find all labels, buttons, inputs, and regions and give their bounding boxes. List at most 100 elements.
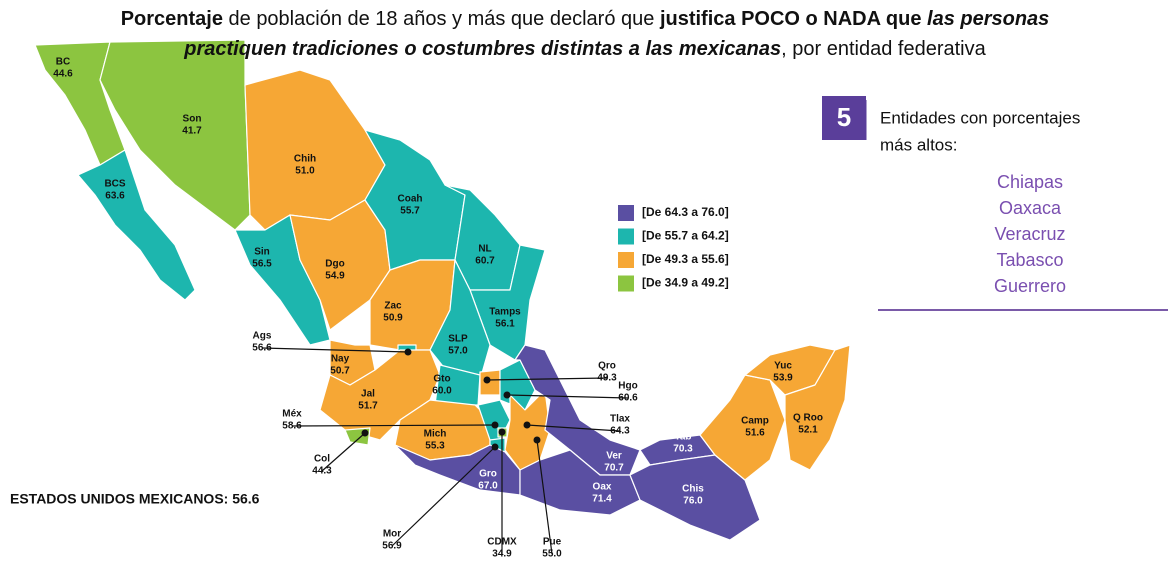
top5-item: Veracruz: [994, 224, 1065, 244]
state-name: Coah: [398, 194, 423, 205]
leader-dot: [491, 443, 499, 451]
state-name: Nay: [331, 354, 350, 365]
legend-swatch: [618, 252, 634, 268]
state-name: Yuc: [774, 361, 792, 372]
leader-line: [391, 446, 496, 547]
top5-number: 5: [837, 102, 851, 132]
state-name: Gto: [433, 374, 450, 385]
state-region: [319, 349, 441, 441]
state-name: Mor: [383, 529, 401, 540]
leader-dot: [523, 421, 531, 429]
leader-line: [321, 432, 366, 472]
top5-item: Chiapas: [997, 172, 1063, 192]
map: [34, 39, 851, 541]
state-value: 56.9: [382, 541, 402, 552]
title-part: justifica POCO o NADA que: [659, 8, 922, 30]
leader-dot: [491, 421, 499, 429]
state-value: 55.7: [400, 206, 420, 217]
state-region: [784, 344, 851, 471]
state-value: 76.0: [683, 496, 703, 507]
state-value: 60.6: [618, 393, 638, 404]
legend-swatch: [618, 205, 634, 221]
state-name: Méx: [282, 409, 302, 420]
top5-heading: más altos:: [880, 135, 957, 154]
state-name: Ags: [253, 331, 272, 342]
state-name: CDMX: [487, 537, 517, 548]
state-name: Qro: [598, 361, 616, 372]
state-name: SLP: [448, 334, 468, 345]
state-region: [234, 214, 331, 346]
state-value: 56.6: [252, 343, 272, 354]
state-name: BC: [56, 57, 70, 68]
top5-item: Oaxaca: [999, 198, 1062, 218]
state-name: Son: [183, 114, 202, 125]
title-part: de población de 18 años y más que declar…: [223, 8, 660, 30]
state-name: NL: [478, 244, 491, 255]
state-name: Sin: [254, 247, 270, 258]
leader-line: [261, 347, 409, 353]
state-region: [77, 149, 196, 301]
title: practiquen tradiciones o costumbres dist…: [183, 38, 986, 60]
state-name: Mich: [424, 429, 447, 440]
legend-label: [De 55.7 a 64.2]: [642, 229, 729, 243]
state-value: 51.6: [745, 428, 765, 439]
state-value: 67.0: [478, 481, 498, 492]
title-part: practiquen tradiciones o costumbres dist…: [183, 38, 781, 60]
title-part: las personas: [921, 8, 1049, 30]
state-value: 41.7: [182, 126, 202, 137]
leader-line: [291, 424, 496, 427]
state-value: 55.0: [542, 549, 562, 560]
state-value: 52.1: [798, 425, 818, 436]
state-value: 60.0: [432, 386, 452, 397]
leader-dot: [533, 436, 541, 444]
state-value: 51.0: [295, 166, 315, 177]
state-name: Chis: [682, 484, 704, 495]
leader-line: [526, 424, 621, 432]
state-value: 34.9: [492, 549, 512, 560]
state-region: [479, 369, 501, 396]
state-name: Jal: [361, 389, 375, 400]
legend-swatch: [618, 275, 634, 292]
title-part: , por entidad federativa: [781, 38, 986, 60]
state-name: Pue: [543, 537, 562, 548]
state-value: 44.6: [53, 69, 73, 80]
state-value: 71.4: [592, 494, 612, 505]
legend-label: [De 49.3 a 55.6]: [642, 252, 729, 266]
state-value: 53.9: [773, 373, 793, 384]
leader-dot: [483, 376, 491, 384]
legend-swatch: [618, 228, 634, 245]
top5-item: Tabasco: [996, 250, 1063, 270]
state-value: 60.7: [475, 256, 495, 267]
title-part: Porcentaje: [121, 8, 223, 30]
state-value: 56.5: [252, 259, 272, 270]
state-value: 55.3: [425, 441, 445, 452]
state-name: Tlax: [610, 414, 630, 425]
state-value: 63.6: [105, 191, 125, 202]
leader-line: [486, 377, 608, 381]
state-name: Camp: [741, 416, 769, 427]
state-region: [99, 39, 251, 231]
state-region: [629, 454, 761, 541]
state-name: Q Roo: [793, 413, 823, 424]
top5-heading: Entidades con porcentajes: [880, 108, 1080, 127]
state-value: 50.7: [330, 366, 350, 377]
title: Porcentaje de población de 18 años y más…: [121, 8, 1050, 30]
leader-dot: [404, 348, 412, 356]
leader-line: [536, 439, 553, 555]
leader-dot: [498, 428, 506, 436]
national-value: ESTADOS UNIDOS MEXICANOS: 56.6: [10, 491, 260, 507]
legend-label: [De 34.9 a 49.2]: [642, 276, 729, 290]
state-value: 51.7: [358, 401, 378, 412]
state-name: BCS: [104, 179, 125, 190]
state-value: 56.1: [495, 319, 515, 330]
state-value: 57.0: [448, 346, 468, 357]
leader-dot: [503, 391, 511, 399]
state-name: Chih: [294, 154, 316, 165]
state-value: 64.3: [610, 426, 630, 437]
state-name: Dgo: [325, 259, 344, 270]
top5-item: Guerrero: [994, 276, 1066, 296]
state-value: 49.3: [597, 373, 617, 384]
state-value: 58.6: [282, 421, 302, 432]
leader-line: [506, 394, 629, 399]
